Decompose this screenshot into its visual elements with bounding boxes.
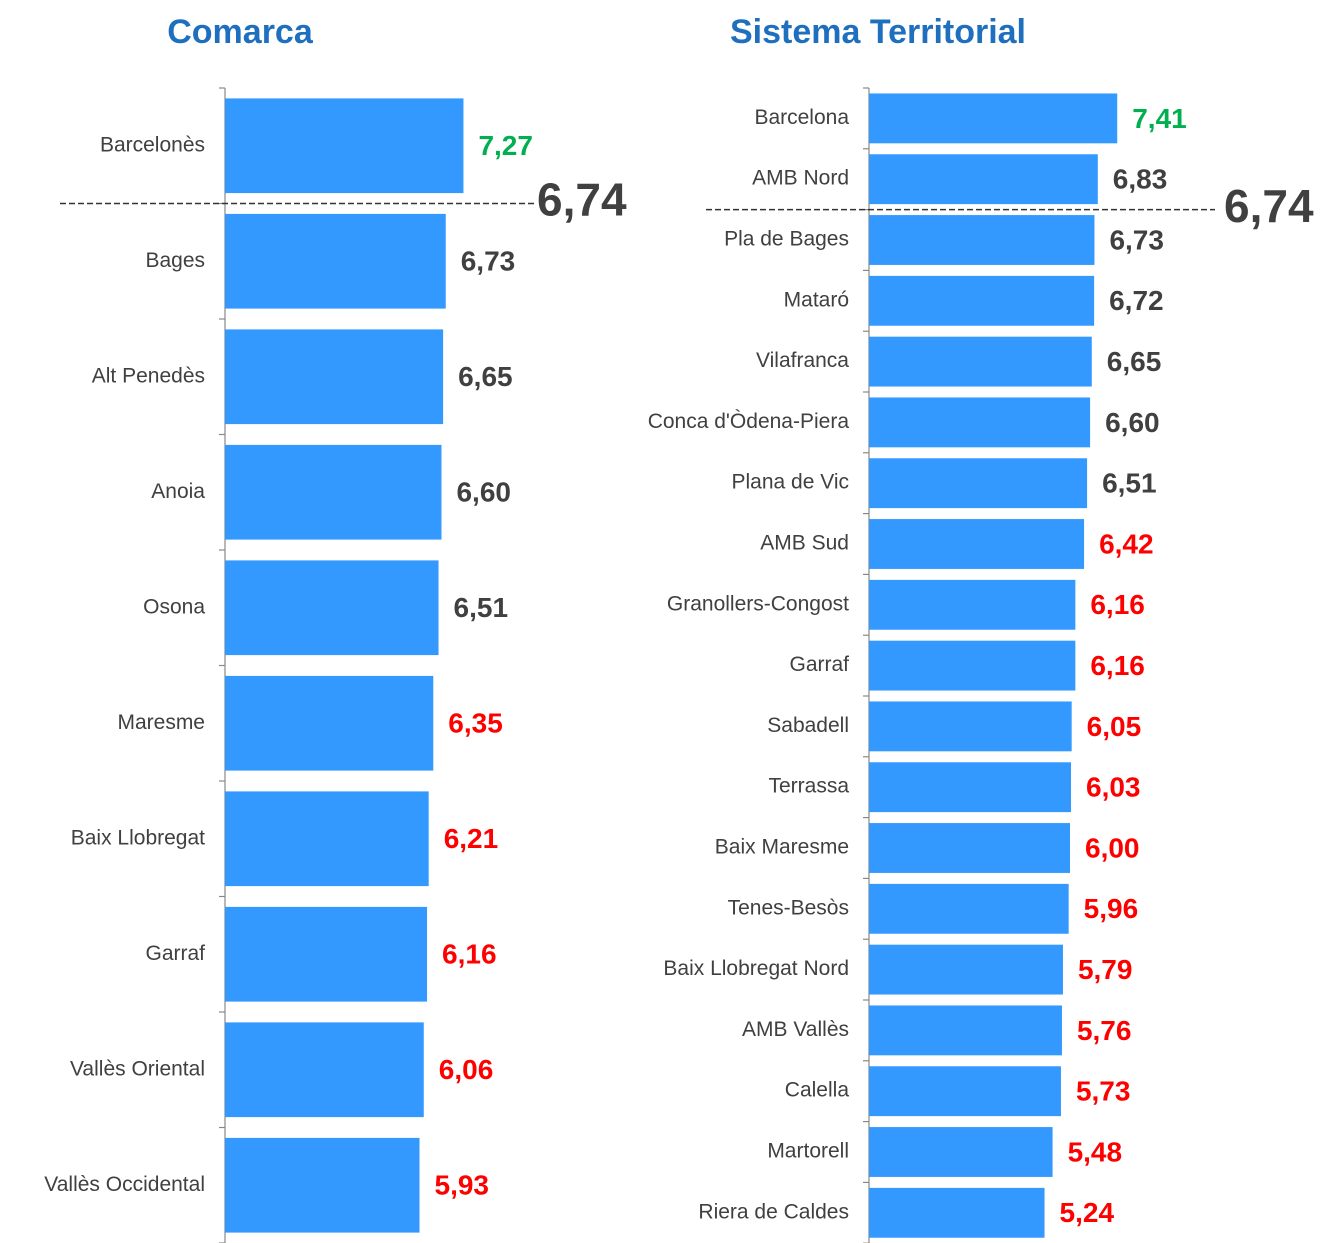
value-label: 6,21 <box>444 823 499 854</box>
bar <box>869 275 1095 326</box>
category-label: Vallès Oriental <box>70 1057 205 1080</box>
bar <box>869 1127 1053 1177</box>
value-label: 5,79 <box>1078 954 1133 985</box>
category-label: Garraf <box>789 653 849 676</box>
bar <box>869 640 1076 691</box>
bar <box>869 701 1072 752</box>
bar <box>869 215 1095 265</box>
category-label: Osona <box>143 595 205 618</box>
bar <box>869 154 1098 205</box>
category-label: Vilafranca <box>756 349 849 372</box>
category-label: AMB Sud <box>760 532 849 555</box>
category-label: Barcelonès <box>100 133 205 156</box>
value-label: 5,93 <box>435 1170 490 1201</box>
category-label: Bages <box>145 249 205 272</box>
value-label: 6,60 <box>456 477 511 508</box>
value-label: 7,41 <box>1132 103 1187 134</box>
bar <box>869 397 1091 448</box>
reference-label: 6,74 <box>1224 180 1314 232</box>
value-label: 6,73 <box>461 246 516 277</box>
category-label: Granollers-Congost <box>667 592 849 615</box>
value-label: 6,72 <box>1109 285 1164 316</box>
value-label: 6,60 <box>1105 407 1160 438</box>
value-label: 6,05 <box>1087 711 1142 742</box>
category-label: Baix Maresme <box>715 836 849 859</box>
category-label: Plana de Vic <box>731 471 849 494</box>
value-label: 6,73 <box>1109 224 1164 255</box>
value-label: 6,16 <box>442 939 497 970</box>
category-label: Conca d'Òdena-Piera <box>648 410 850 433</box>
reference-label: 6,74 <box>537 174 627 226</box>
bar <box>869 823 1070 873</box>
category-label: Baix Llobregat <box>71 826 205 849</box>
bar <box>869 1005 1062 1056</box>
value-label: 5,24 <box>1060 1197 1115 1228</box>
value-label: 5,96 <box>1084 893 1139 924</box>
category-label: Calella <box>785 1079 850 1102</box>
category-label: Mataró <box>784 288 849 311</box>
bar <box>869 519 1085 569</box>
bar <box>869 1066 1061 1117</box>
value-label: 6,16 <box>1090 650 1145 681</box>
bar <box>869 883 1069 934</box>
bar <box>225 444 442 540</box>
category-label: Riera de Caldes <box>698 1200 849 1223</box>
value-label: 5,73 <box>1076 1076 1131 1107</box>
bar <box>225 560 439 656</box>
bar <box>225 329 444 425</box>
bar <box>225 213 446 309</box>
category-label: Alt Penedès <box>92 364 205 387</box>
value-label: 7,27 <box>478 130 533 161</box>
value-label: 6,03 <box>1086 772 1141 803</box>
category-label: Martorell <box>767 1140 849 1163</box>
category-label: Tenes-Besòs <box>728 896 849 919</box>
category-label: Anoia <box>151 480 205 503</box>
bar <box>869 336 1092 387</box>
category-label: AMB Nord <box>752 167 849 190</box>
value-label: 6,35 <box>448 708 503 739</box>
bar <box>869 93 1118 144</box>
bar <box>225 906 428 1002</box>
value-label: 6,00 <box>1085 832 1140 863</box>
value-label: 6,42 <box>1099 528 1154 559</box>
category-label: Terrassa <box>768 775 849 798</box>
bar <box>869 458 1088 509</box>
bar <box>225 675 434 771</box>
bar <box>225 1137 420 1233</box>
value-label: 6,06 <box>439 1054 494 1085</box>
category-label: Vallès Occidental <box>44 1173 205 1196</box>
value-label: 6,51 <box>454 592 509 623</box>
value-label: 6,16 <box>1090 589 1145 620</box>
category-label: Maresme <box>117 711 205 734</box>
value-label: 6,65 <box>1107 346 1162 377</box>
bar <box>869 1187 1045 1238</box>
bar <box>225 98 464 194</box>
category-label: Pla de Bages <box>724 228 849 251</box>
category-label: Baix Llobregat Nord <box>663 957 849 980</box>
category-label: Garraf <box>145 942 205 965</box>
value-label: 6,83 <box>1113 164 1168 195</box>
bar <box>225 791 429 887</box>
bar <box>225 1022 424 1118</box>
value-label: 6,65 <box>458 361 513 392</box>
category-label: Barcelona <box>754 106 849 129</box>
chart-title: Comarca <box>167 13 314 51</box>
bar <box>869 579 1076 630</box>
bar <box>869 762 1072 813</box>
value-label: 6,51 <box>1102 468 1157 499</box>
bar <box>869 944 1063 995</box>
value-label: 5,48 <box>1068 1136 1123 1167</box>
value-label: 5,76 <box>1077 1015 1132 1046</box>
category-label: Sabadell <box>767 714 849 737</box>
chart-title: Sistema Territorial <box>730 13 1026 51</box>
category-label: AMB Vallès <box>742 1018 849 1041</box>
